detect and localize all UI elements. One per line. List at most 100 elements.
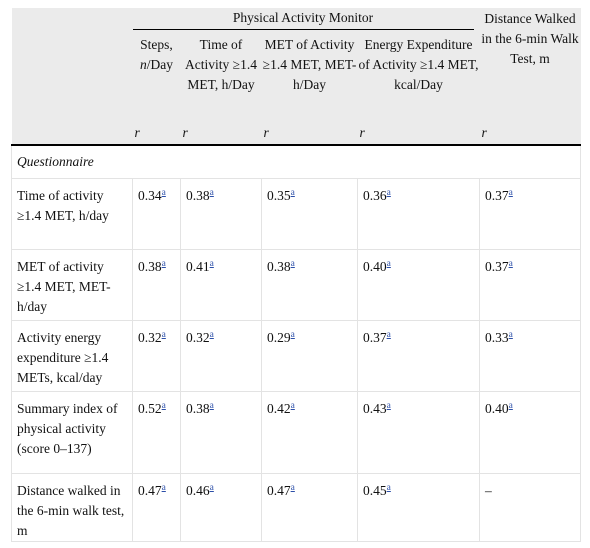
cell-value: 0.37 [363, 330, 387, 345]
footnote-link[interactable]: a [161, 330, 166, 340]
table-cell: 0.38a [180, 391, 262, 474]
footnote-link[interactable]: a [161, 401, 166, 411]
physical-activity-monitor-header: Physical Activity Monitor [132, 8, 480, 30]
cell-value: 0.29 [267, 330, 291, 345]
r-label: r [261, 117, 358, 146]
section-label: Questionnaire [11, 145, 581, 179]
cell-value: 0.40 [363, 259, 387, 274]
footnote-link[interactable]: a [209, 401, 214, 411]
column-header-time-of-activity: Time of Activity ≥1.4 MET, h/Day [180, 30, 262, 117]
cell-value: 0.52 [138, 401, 162, 416]
cell-value: 0.33 [485, 330, 509, 345]
cell-value: 0.38 [267, 259, 291, 274]
table-cell: 0.38a [180, 178, 262, 250]
footnote-link[interactable]: a [209, 188, 214, 198]
footnote-link[interactable]: a [386, 483, 391, 493]
footnote-link[interactable]: a [508, 330, 513, 340]
table-cell: 0.37a [479, 249, 581, 321]
table-cell: 0.32a [180, 320, 262, 392]
distance-walked-header: Distance Walked in the 6-min Walk Test, … [479, 8, 581, 117]
r-label: r [479, 117, 581, 146]
footnote-link[interactable]: a [209, 483, 214, 493]
footnote-link[interactable]: a [290, 483, 295, 493]
r-label: r [357, 117, 480, 146]
table-cell: 0.38a [261, 249, 358, 321]
table-cell: 0.35a [261, 178, 358, 250]
cell-value: 0.36 [363, 188, 387, 203]
footnote-link[interactable]: a [290, 188, 295, 198]
cell-value: 0.46 [186, 483, 210, 498]
table-row: Time of activity ≥1.4 MET, h/day 0.34a 0.3… [11, 178, 581, 250]
column-header-steps: Steps, n/Day [132, 30, 181, 117]
table-cell: 0.38a [132, 249, 181, 321]
footnote-link[interactable]: a [386, 330, 391, 340]
cell-value: 0.38 [186, 188, 210, 203]
table-cell: 0.32a [132, 320, 181, 392]
cell-value: 0.34 [138, 188, 162, 203]
r-label: r [132, 117, 181, 146]
cell-value: 0.37 [485, 259, 509, 274]
table-cell: 0.41a [180, 249, 262, 321]
footnote-link[interactable]: a [386, 401, 391, 411]
cell-value: 0.47 [138, 483, 162, 498]
table-cell: 0.34a [132, 178, 181, 250]
cell-value: 0.38 [138, 259, 162, 274]
footnote-link[interactable]: a [209, 259, 214, 269]
table-cell: 0.43a [357, 391, 480, 474]
table-cell: 0.42a [261, 391, 358, 474]
r-header-empty [11, 117, 133, 146]
footnote-link[interactable]: a [386, 188, 391, 198]
table-cell: 0.45a [357, 473, 480, 542]
table-cell: 0.47a [261, 473, 358, 542]
footnote-link[interactable]: a [290, 330, 295, 340]
footnote-link[interactable]: a [508, 188, 513, 198]
table-cell: 0.40a [357, 249, 480, 321]
footnote-link[interactable]: a [386, 259, 391, 269]
cell-value: 0.38 [186, 401, 210, 416]
cell-value: 0.32 [138, 330, 162, 345]
table-row: Distance walked in the 6-min walk test, … [11, 473, 581, 542]
footnote-link[interactable]: a [508, 401, 513, 411]
table-cell: 0.37a [479, 178, 581, 250]
table-cell: 0.47a [132, 473, 181, 542]
cell-value: 0.43 [363, 401, 387, 416]
table-cell: 0.37a [357, 320, 480, 392]
column-header-met-of-activity: MET of Activity ≥1.4 MET, MET-h/Day [261, 30, 358, 117]
row-label: Summary index of physical activity (scor… [11, 391, 133, 474]
table-row: MET of activity ≥1.4 MET, MET-h/day 0.38a… [11, 249, 581, 321]
footnote-link[interactable]: a [290, 259, 295, 269]
cell-value: 0.42 [267, 401, 291, 416]
row-label: Activity energy expenditure ≥1.4 METs, k… [11, 320, 133, 392]
cell-value: 0.40 [485, 401, 509, 416]
table-cell: 0.33a [479, 320, 581, 392]
cell-value: – [485, 483, 492, 498]
table-cell: 0.29a [261, 320, 358, 392]
section-row: Questionnaire [11, 145, 581, 179]
header-empty-cell [11, 8, 133, 117]
table-cell: – [479, 473, 581, 542]
cell-value: 0.41 [186, 259, 210, 274]
cell-value: 0.35 [267, 188, 291, 203]
cell-value: 0.37 [485, 188, 509, 203]
column-header-energy-expenditure: Energy Expenditure of Activity ≥1.4 MET,… [357, 30, 480, 117]
row-label: Distance walked in the 6-min walk test, … [11, 473, 133, 542]
table-cell: 0.36a [357, 178, 480, 250]
table-row: Summary index of physical activity (scor… [11, 391, 581, 474]
cell-value: 0.32 [186, 330, 210, 345]
footnote-link[interactable]: a [508, 259, 513, 269]
footnote-link[interactable]: a [161, 483, 166, 493]
table-cell: 0.40a [479, 391, 581, 474]
correlation-table: Physical Activity Monitor Distance Walke… [11, 8, 581, 542]
table-cell: 0.52a [132, 391, 181, 474]
cell-value: 0.47 [267, 483, 291, 498]
group-header-label: Physical Activity Monitor [132, 8, 474, 30]
r-label: r [180, 117, 262, 146]
footnote-link[interactable]: a [161, 259, 166, 269]
footnote-link[interactable]: a [290, 401, 295, 411]
table-cell: 0.46a [180, 473, 262, 542]
table-row: Activity energy expenditure ≥1.4 METs, k… [11, 320, 581, 392]
cell-value: 0.45 [363, 483, 387, 498]
row-label: Time of activity ≥1.4 MET, h/day [11, 178, 133, 250]
footnote-link[interactable]: a [161, 188, 166, 198]
footnote-link[interactable]: a [209, 330, 214, 340]
